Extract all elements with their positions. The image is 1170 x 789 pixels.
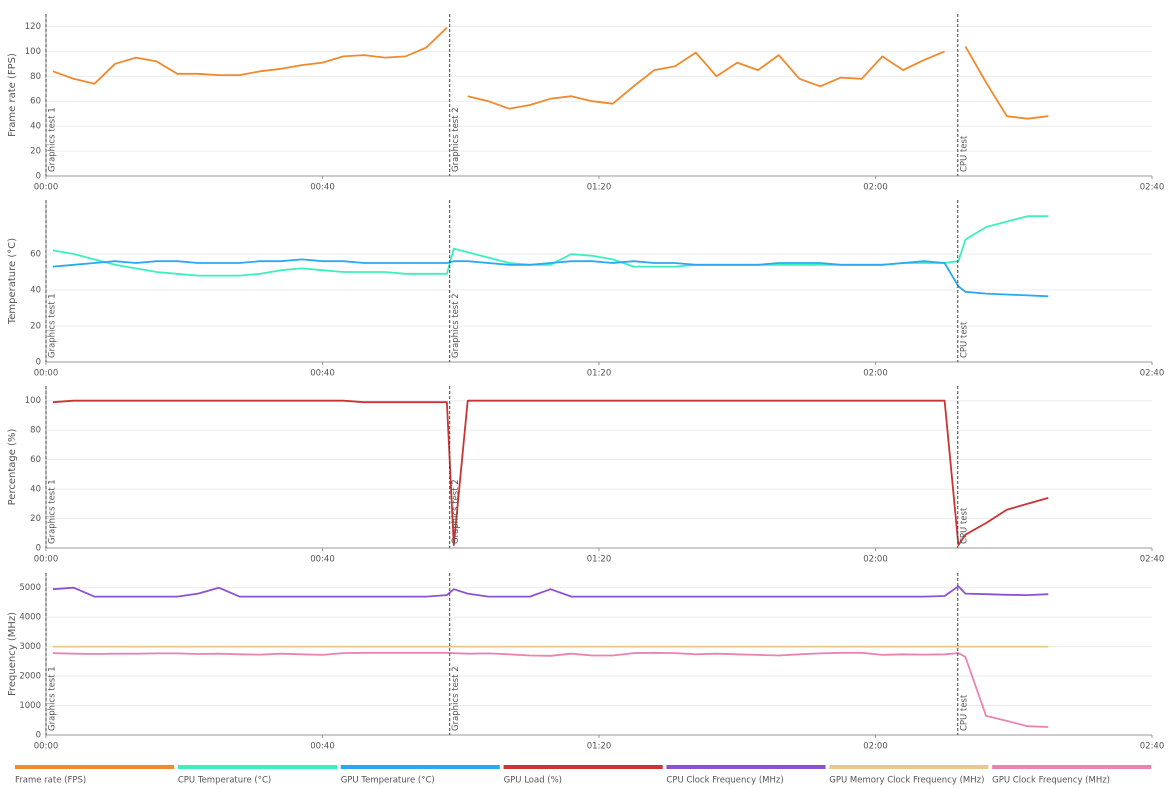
y-tick-label: 100 xyxy=(25,396,41,406)
x-tick-label: 02:40 xyxy=(1140,555,1165,565)
y-tick-label: 1000 xyxy=(19,701,41,711)
test-label: Graphics test 1 xyxy=(48,666,58,731)
legend-label: CPU Temperature (°C) xyxy=(178,776,271,786)
y-tick-label: 20 xyxy=(30,322,41,332)
y-tick-label: 2000 xyxy=(19,672,41,682)
test-label: CPU test xyxy=(959,694,969,731)
y-axis-label: Percentage (%) xyxy=(7,429,18,506)
legend-label: GPU Clock Frequency (MHz) xyxy=(992,776,1110,786)
y-tick-label: 3000 xyxy=(19,642,41,652)
test-label: CPU test xyxy=(959,321,969,358)
y-tick-label: 0 xyxy=(36,358,41,368)
y-tick-label: 80 xyxy=(30,426,41,436)
test-label: Graphics test 2 xyxy=(451,479,461,544)
x-tick-label: 00:40 xyxy=(310,742,335,752)
x-tick-label: 01:20 xyxy=(587,369,612,379)
y-tick-label: 60 xyxy=(30,250,41,260)
y-tick-label: 0 xyxy=(36,544,41,554)
y-tick-label: 0 xyxy=(36,731,41,741)
test-label: Graphics test 2 xyxy=(451,666,461,731)
test-label: Graphics test 1 xyxy=(48,107,58,172)
legend-swatch xyxy=(829,765,989,769)
test-label: Graphics test 2 xyxy=(451,107,461,172)
y-tick-label: 5000 xyxy=(19,583,41,593)
legend-label: Frame rate (FPS) xyxy=(15,776,86,786)
x-tick-label: 02:00 xyxy=(863,742,888,752)
y-axis-label: Temperature (°C) xyxy=(7,238,18,325)
y-tick-label: 40 xyxy=(30,485,41,495)
y-tick-label: 20 xyxy=(30,514,41,524)
x-tick-label: 00:00 xyxy=(34,183,59,193)
series-line xyxy=(52,399,1049,546)
x-tick-label: 02:00 xyxy=(863,369,888,379)
x-tick-label: 02:40 xyxy=(1140,742,1165,752)
series-line xyxy=(52,215,1049,277)
y-tick-label: 40 xyxy=(30,286,41,296)
x-tick-label: 01:20 xyxy=(587,742,612,752)
x-tick-label: 02:40 xyxy=(1140,183,1165,193)
series-line xyxy=(52,585,1049,598)
x-tick-label: 01:20 xyxy=(587,183,612,193)
y-axis-label: Frequency (MHz) xyxy=(7,612,18,696)
test-label: Graphics test 2 xyxy=(451,293,461,358)
x-tick-label: 01:20 xyxy=(587,555,612,565)
test-label: CPU test xyxy=(959,135,969,172)
series-line xyxy=(52,258,1049,298)
x-tick-label: 00:00 xyxy=(34,742,59,752)
x-tick-label: 00:00 xyxy=(34,369,59,379)
y-tick-label: 20 xyxy=(30,147,41,157)
legend-swatch xyxy=(503,765,663,769)
y-tick-label: 120 xyxy=(25,22,41,32)
legend-swatch xyxy=(177,765,337,769)
panel: 0 20 40 60 80 100 120 00:00 00:40 01:20 02:00 02:40… xyxy=(7,14,1164,193)
test-label: Graphics test 1 xyxy=(48,479,58,544)
y-tick-label: 40 xyxy=(30,122,41,132)
y-tick-label: 0 xyxy=(36,172,41,182)
test-label: Graphics test 1 xyxy=(48,293,58,358)
legend-label: CPU Clock Frequency (MHz) xyxy=(666,776,783,786)
y-tick-label: 4000 xyxy=(19,613,41,623)
series-line xyxy=(52,651,1049,728)
legend-swatch xyxy=(666,765,826,769)
legend-label: GPU Memory Clock Frequency (MHz) xyxy=(829,776,984,786)
x-tick-label: 00:40 xyxy=(310,369,335,379)
y-tick-label: 80 xyxy=(30,72,41,82)
y-tick-label: 60 xyxy=(30,97,41,107)
panel: 0 1000 2000 3000 4000 5000 00:00 00:40 01:20 02:0… xyxy=(7,573,1164,752)
x-tick-label: 00:00 xyxy=(34,555,59,565)
panel: 0 20 40 60 80 100 00:00 00:40 01:20 02:00 02:40 Per… xyxy=(7,386,1164,565)
legend-swatch xyxy=(15,765,175,769)
panel: 0 20 40 60 00:00 00:40 01:20 02:00 02:40 Temperat… xyxy=(7,200,1164,379)
legend-label: GPU Temperature (°C) xyxy=(341,776,435,786)
test-label: CPU test xyxy=(959,507,969,544)
y-axis-label: Frame rate (FPS) xyxy=(7,53,18,137)
x-tick-label: 00:40 xyxy=(310,555,335,565)
y-tick-label: 60 xyxy=(30,455,41,465)
x-tick-label: 02:00 xyxy=(863,555,888,565)
x-tick-label: 02:40 xyxy=(1140,369,1165,379)
series-line xyxy=(52,27,1049,120)
x-tick-label: 00:40 xyxy=(310,183,335,193)
legend-label: GPU Load (%) xyxy=(504,776,562,786)
legend-swatch xyxy=(340,765,500,769)
y-tick-label: 100 xyxy=(25,47,41,57)
x-tick-label: 02:00 xyxy=(863,183,888,193)
legend-swatch xyxy=(992,765,1152,769)
